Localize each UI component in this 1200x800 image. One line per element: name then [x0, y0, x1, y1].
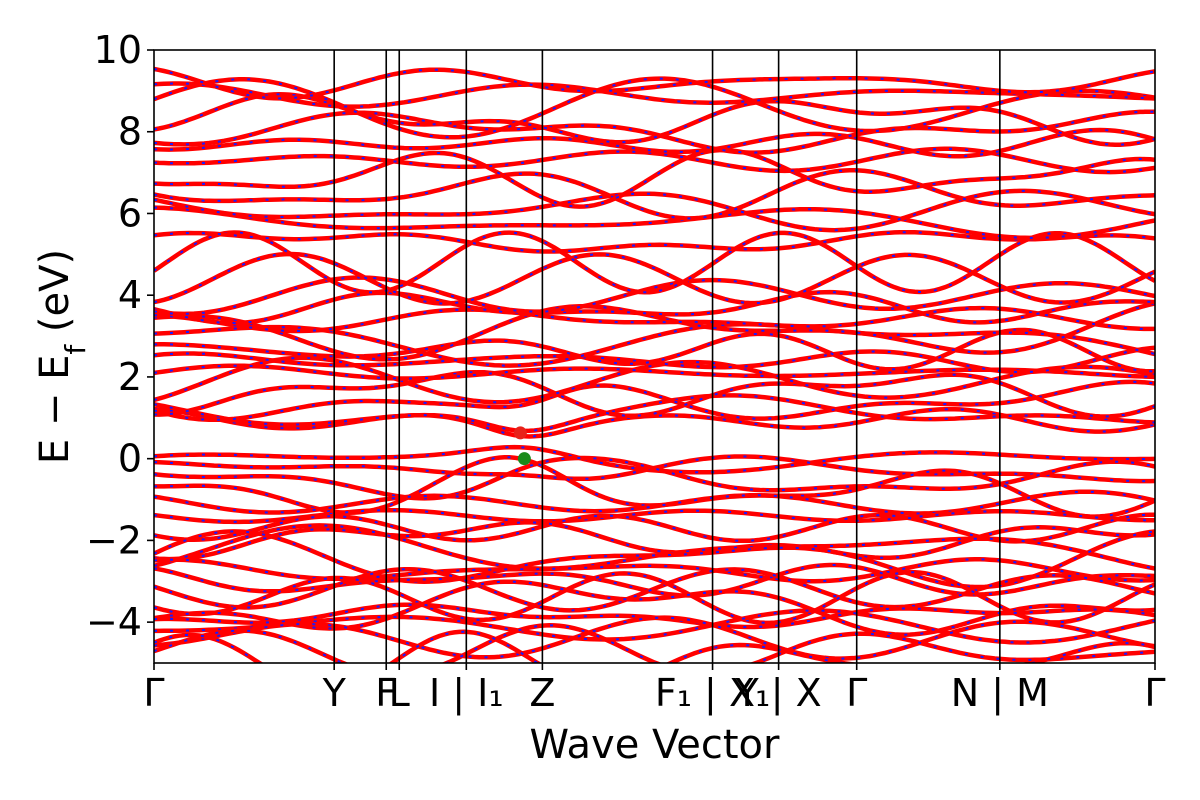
kpath-separators: [333, 50, 1001, 663]
x-tick-label: Z: [529, 671, 555, 715]
band-line: [154, 608, 1155, 645]
band-line-dashed-overlay: [154, 93, 1155, 146]
band-line: [154, 168, 1155, 221]
band-line: [154, 76, 1155, 140]
y-axis-title-main: E − E: [32, 355, 78, 465]
x-tick-label: F: [375, 671, 397, 715]
band-line: [154, 229, 1155, 254]
band-lines: [154, 66, 1155, 663]
band-line: [154, 327, 1155, 374]
x-tick-label: Γ: [1144, 671, 1165, 715]
y-tick-label: −2: [86, 518, 142, 562]
vbm-marker: [517, 452, 531, 466]
x-tick-label: Y: [322, 671, 347, 715]
band-line: [154, 623, 1155, 663]
y-tick-label: 2: [118, 355, 142, 399]
x-tick-label: Γ: [143, 671, 164, 715]
band-line: [154, 305, 1155, 334]
x-tick-label: Y | X: [735, 671, 822, 716]
band-line: [154, 489, 1155, 516]
x-axis-title: Wave Vector: [530, 722, 781, 768]
band-line-dashed-overlay: [154, 571, 1155, 624]
band-line-dashed-overlay: [154, 371, 1155, 418]
band-line: [154, 379, 1155, 423]
y-axis-title: E − Ef (eV): [32, 249, 92, 464]
x-tick-label: Γ: [846, 671, 867, 715]
band-line: [154, 455, 1155, 501]
cbm-marker: [513, 426, 527, 440]
band-line: [154, 562, 1155, 598]
band-line-dashed-overlay: [154, 530, 1155, 588]
y-axis-title-unit: (eV): [32, 249, 78, 345]
band-line: [154, 205, 1155, 241]
band-line: [154, 566, 1155, 613]
band-line-dashed-overlay: [154, 276, 1155, 315]
band-line: [154, 109, 1155, 155]
x-tick-label: I | I₁: [429, 671, 504, 716]
x-axis-ticks: Γ Y FL I | I₁ Z F₁ | X₁Y | X Γ N | M Γ: [143, 663, 1166, 716]
band-line: [154, 579, 1155, 637]
y-axis-title-sub: f: [59, 344, 92, 355]
y-tick-label: 0: [118, 437, 142, 481]
band-line: [154, 127, 1155, 159]
band-line: [154, 147, 1155, 209]
y-tick-label: 6: [118, 191, 142, 235]
band-line: [154, 66, 1155, 101]
x-tick-label: L: [389, 671, 410, 715]
band-line: [154, 188, 1155, 233]
band-line: [154, 355, 1155, 405]
x-tick-label: N | M: [951, 671, 1049, 716]
plot-frame: [153, 49, 1156, 664]
band-line: [154, 393, 1155, 434]
y-tick-label: −4: [86, 600, 142, 644]
band-line: [154, 520, 1155, 562]
band-line: [154, 615, 1155, 661]
x-tick-label: F₁ | X₁: [655, 671, 770, 716]
band-edge-markers: [513, 426, 531, 466]
band-line: [154, 301, 1155, 362]
y-tick-label: 4: [118, 273, 142, 317]
band-line: [154, 289, 1155, 326]
y-tick-label: 8: [118, 110, 142, 154]
band-line-dashed-overlay: [154, 624, 1155, 663]
band-line-dashed-overlay: [154, 252, 1155, 305]
y-axis-ticks: −4 −2 0 2 4 6 8 10: [86, 28, 154, 644]
y-tick-label: 10: [94, 28, 142, 72]
band-line: [154, 230, 1155, 295]
band-line: [154, 81, 1155, 109]
